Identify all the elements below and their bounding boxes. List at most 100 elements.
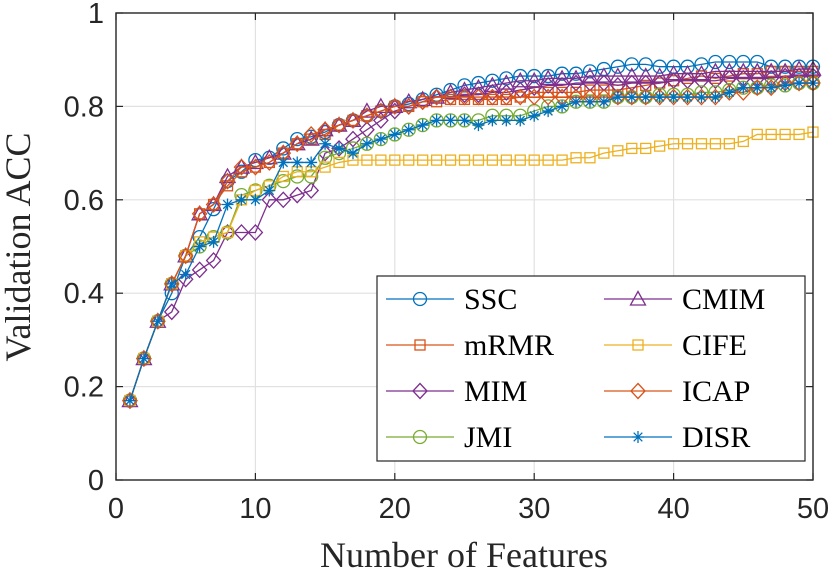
data-point: [681, 138, 694, 150]
legend-entry-cmim: CMIM: [604, 283, 765, 316]
data-point: [734, 62, 752, 79]
data-point: [372, 111, 389, 129]
data-point: [386, 97, 404, 114]
data-point: [598, 147, 610, 159]
y-tick-label: 0.8: [64, 91, 104, 123]
data-point: [151, 315, 164, 328]
legend-label: DISR: [682, 421, 750, 454]
data-point: [777, 59, 793, 74]
data-point: [428, 88, 446, 104]
data-point: [526, 88, 543, 106]
legend-entry-cife: CIFE: [604, 329, 747, 362]
data-point: [442, 88, 459, 106]
data-point: [455, 81, 474, 97]
data-point: [388, 128, 401, 141]
data-point: [275, 191, 292, 209]
data-point: [498, 83, 515, 101]
data-point: [484, 88, 501, 106]
data-point: [667, 91, 680, 104]
legend-entry-icap: ICAP: [604, 375, 750, 408]
y-axis-label: Validation ACC: [0, 132, 38, 361]
data-point: [638, 57, 653, 72]
legend-marker: [630, 382, 646, 400]
data-point: [289, 186, 306, 204]
data-point: [681, 91, 694, 104]
data-point: [665, 88, 682, 106]
data-point: [319, 161, 331, 173]
data-point: [554, 66, 570, 81]
data-point: [333, 142, 346, 155]
legend-marker: [632, 431, 644, 443]
data-point: [469, 78, 488, 95]
data-point: [458, 154, 471, 166]
data-point: [763, 79, 780, 97]
data-point: [458, 114, 471, 127]
data-point: [358, 102, 376, 118]
legend-entry-ssc: SSC: [386, 283, 517, 316]
legend-entry-disr: DISR: [604, 421, 750, 454]
data-point: [305, 156, 318, 169]
legend-marker: [412, 382, 428, 400]
data-point: [290, 169, 305, 184]
data-point: [400, 97, 417, 115]
data-point: [624, 57, 639, 72]
ticks: 0 10 20 30 40 50 0 0.2 0.4 0.6 0.8 1: [64, 0, 829, 525]
data-point: [260, 148, 278, 165]
data-point: [582, 64, 598, 79]
legend-marker: [629, 290, 647, 306]
data-point: [137, 352, 150, 365]
data-point: [387, 127, 402, 142]
data-point: [416, 119, 429, 132]
x-axis-label: Number of Features: [320, 535, 608, 574]
data-point: [303, 182, 320, 199]
data-point: [779, 79, 792, 92]
data-point: [652, 59, 667, 74]
y-tick-label: 0.6: [64, 185, 104, 217]
data-point: [246, 153, 265, 170]
data-point: [707, 88, 724, 106]
data-point: [762, 62, 780, 79]
data-point: [654, 140, 666, 152]
data-point: [470, 86, 487, 104]
data-point: [346, 147, 359, 160]
plot-area-border: [115, 12, 814, 481]
legend-label: JMI: [464, 421, 512, 454]
data-point: [610, 59, 625, 74]
data-point: [347, 114, 359, 127]
data-point: [748, 62, 766, 79]
data-point: [570, 152, 582, 164]
data-point: [360, 137, 373, 150]
legend-marker: [412, 291, 428, 307]
data-point: [263, 184, 276, 197]
data-point: [721, 69, 738, 87]
data-point: [193, 240, 206, 253]
data-point: [793, 77, 806, 90]
data-point: [526, 79, 543, 97]
data-point: [375, 154, 387, 166]
data-point: [389, 154, 401, 166]
data-point: [232, 158, 251, 174]
data-point: [722, 54, 737, 70]
data-point: [527, 68, 542, 84]
data-point: [303, 125, 320, 143]
data-point: [653, 91, 666, 104]
data-point: [359, 107, 375, 125]
legend-entry-mim: MIM: [386, 375, 527, 408]
data-point: [486, 154, 499, 166]
data-point: [331, 139, 347, 157]
data-point: [444, 114, 457, 127]
data-point: [651, 74, 668, 92]
data-point: [596, 74, 612, 92]
data-point: [581, 67, 599, 83]
data-point: [678, 64, 697, 81]
data-point: [793, 128, 805, 141]
series-cmim: [121, 60, 822, 408]
data-point: [261, 191, 278, 209]
data-point: [485, 73, 500, 88]
data-point: [708, 54, 723, 70]
data-point: [289, 135, 306, 153]
data-point: [249, 193, 262, 206]
x-tick-label: 20: [379, 493, 411, 525]
data-point: [205, 196, 222, 213]
data-point: [193, 208, 206, 220]
